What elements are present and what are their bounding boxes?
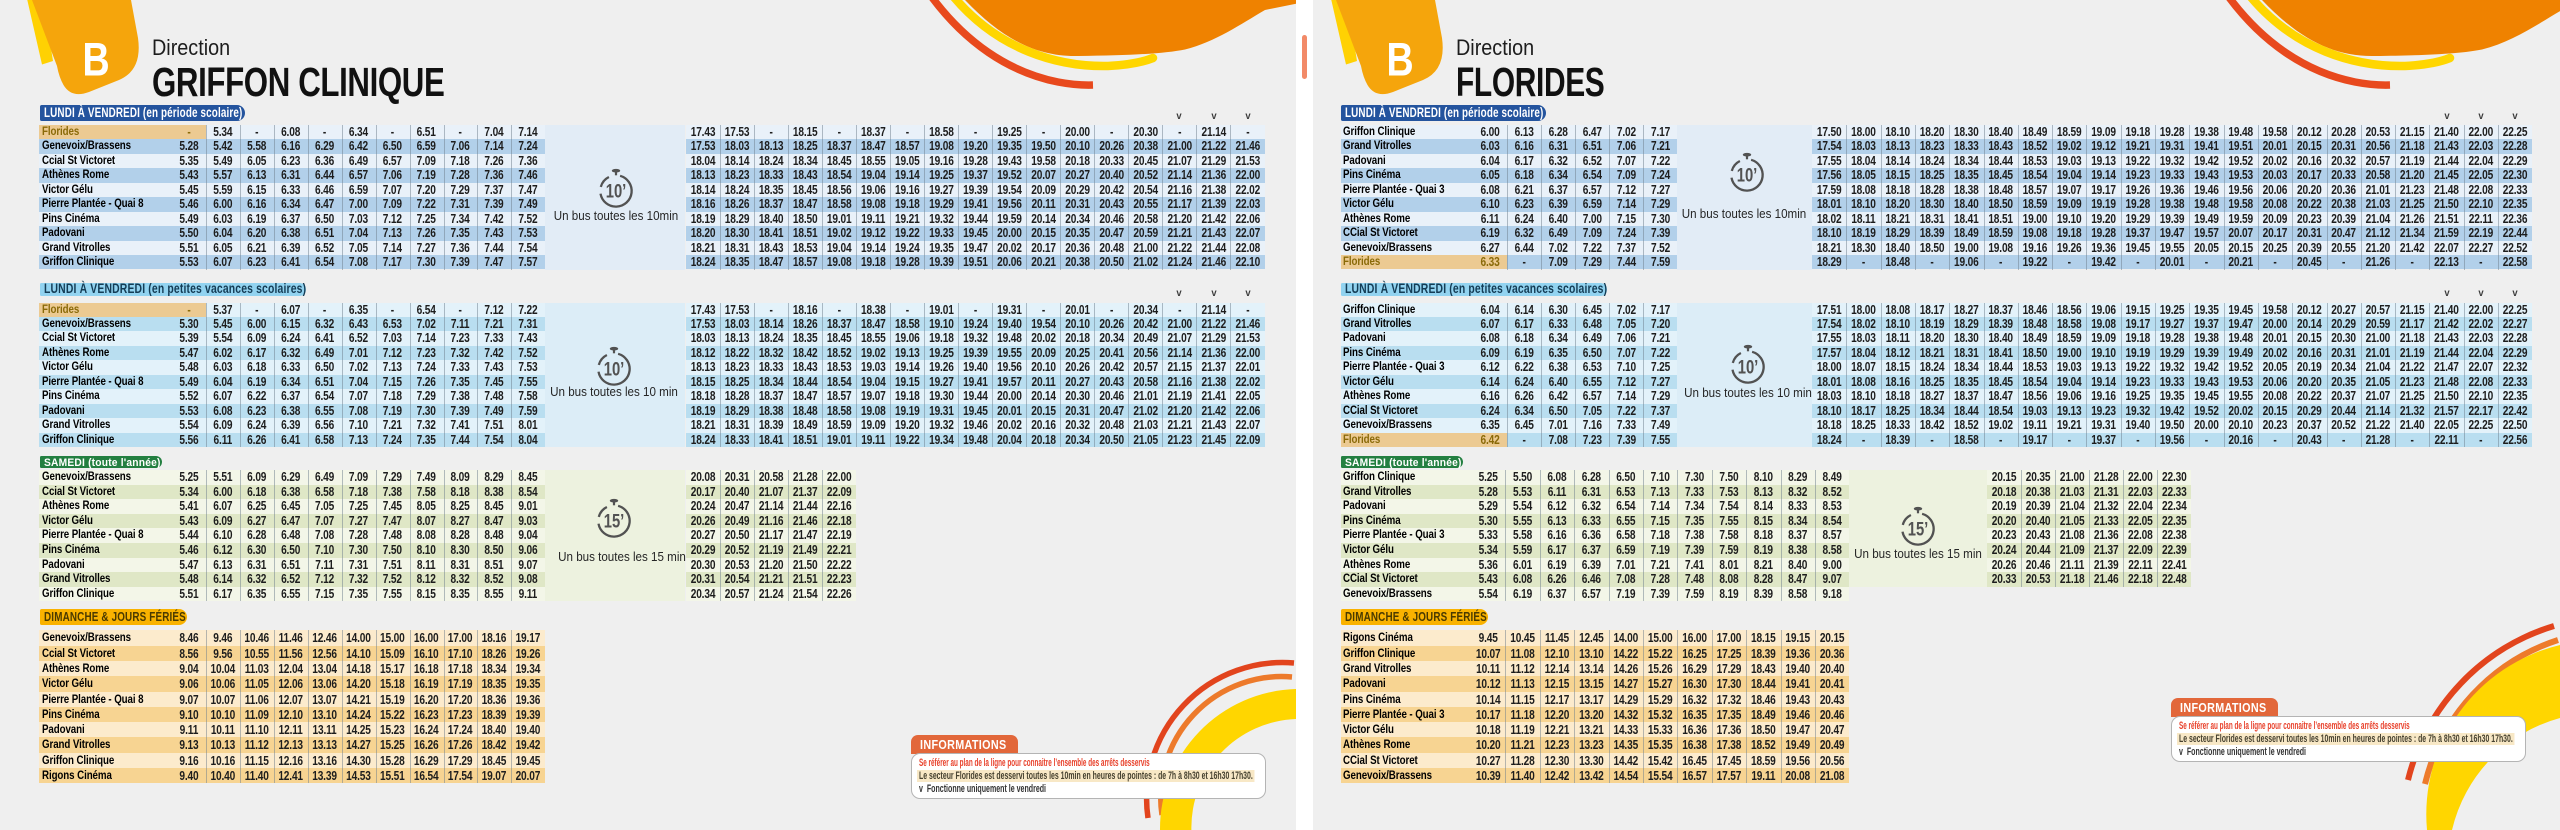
svg-text:10’: 10’ [1737,357,1758,378]
svg-text:10’: 10’ [606,181,627,202]
svg-text:15’: 15’ [604,511,625,532]
svg-text:15’: 15’ [1908,518,1929,539]
svg-text:B: B [82,34,109,87]
svg-text:B: B [1386,34,1413,87]
svg-text:10’: 10’ [1737,165,1758,186]
svg-text:10’: 10’ [604,358,625,379]
